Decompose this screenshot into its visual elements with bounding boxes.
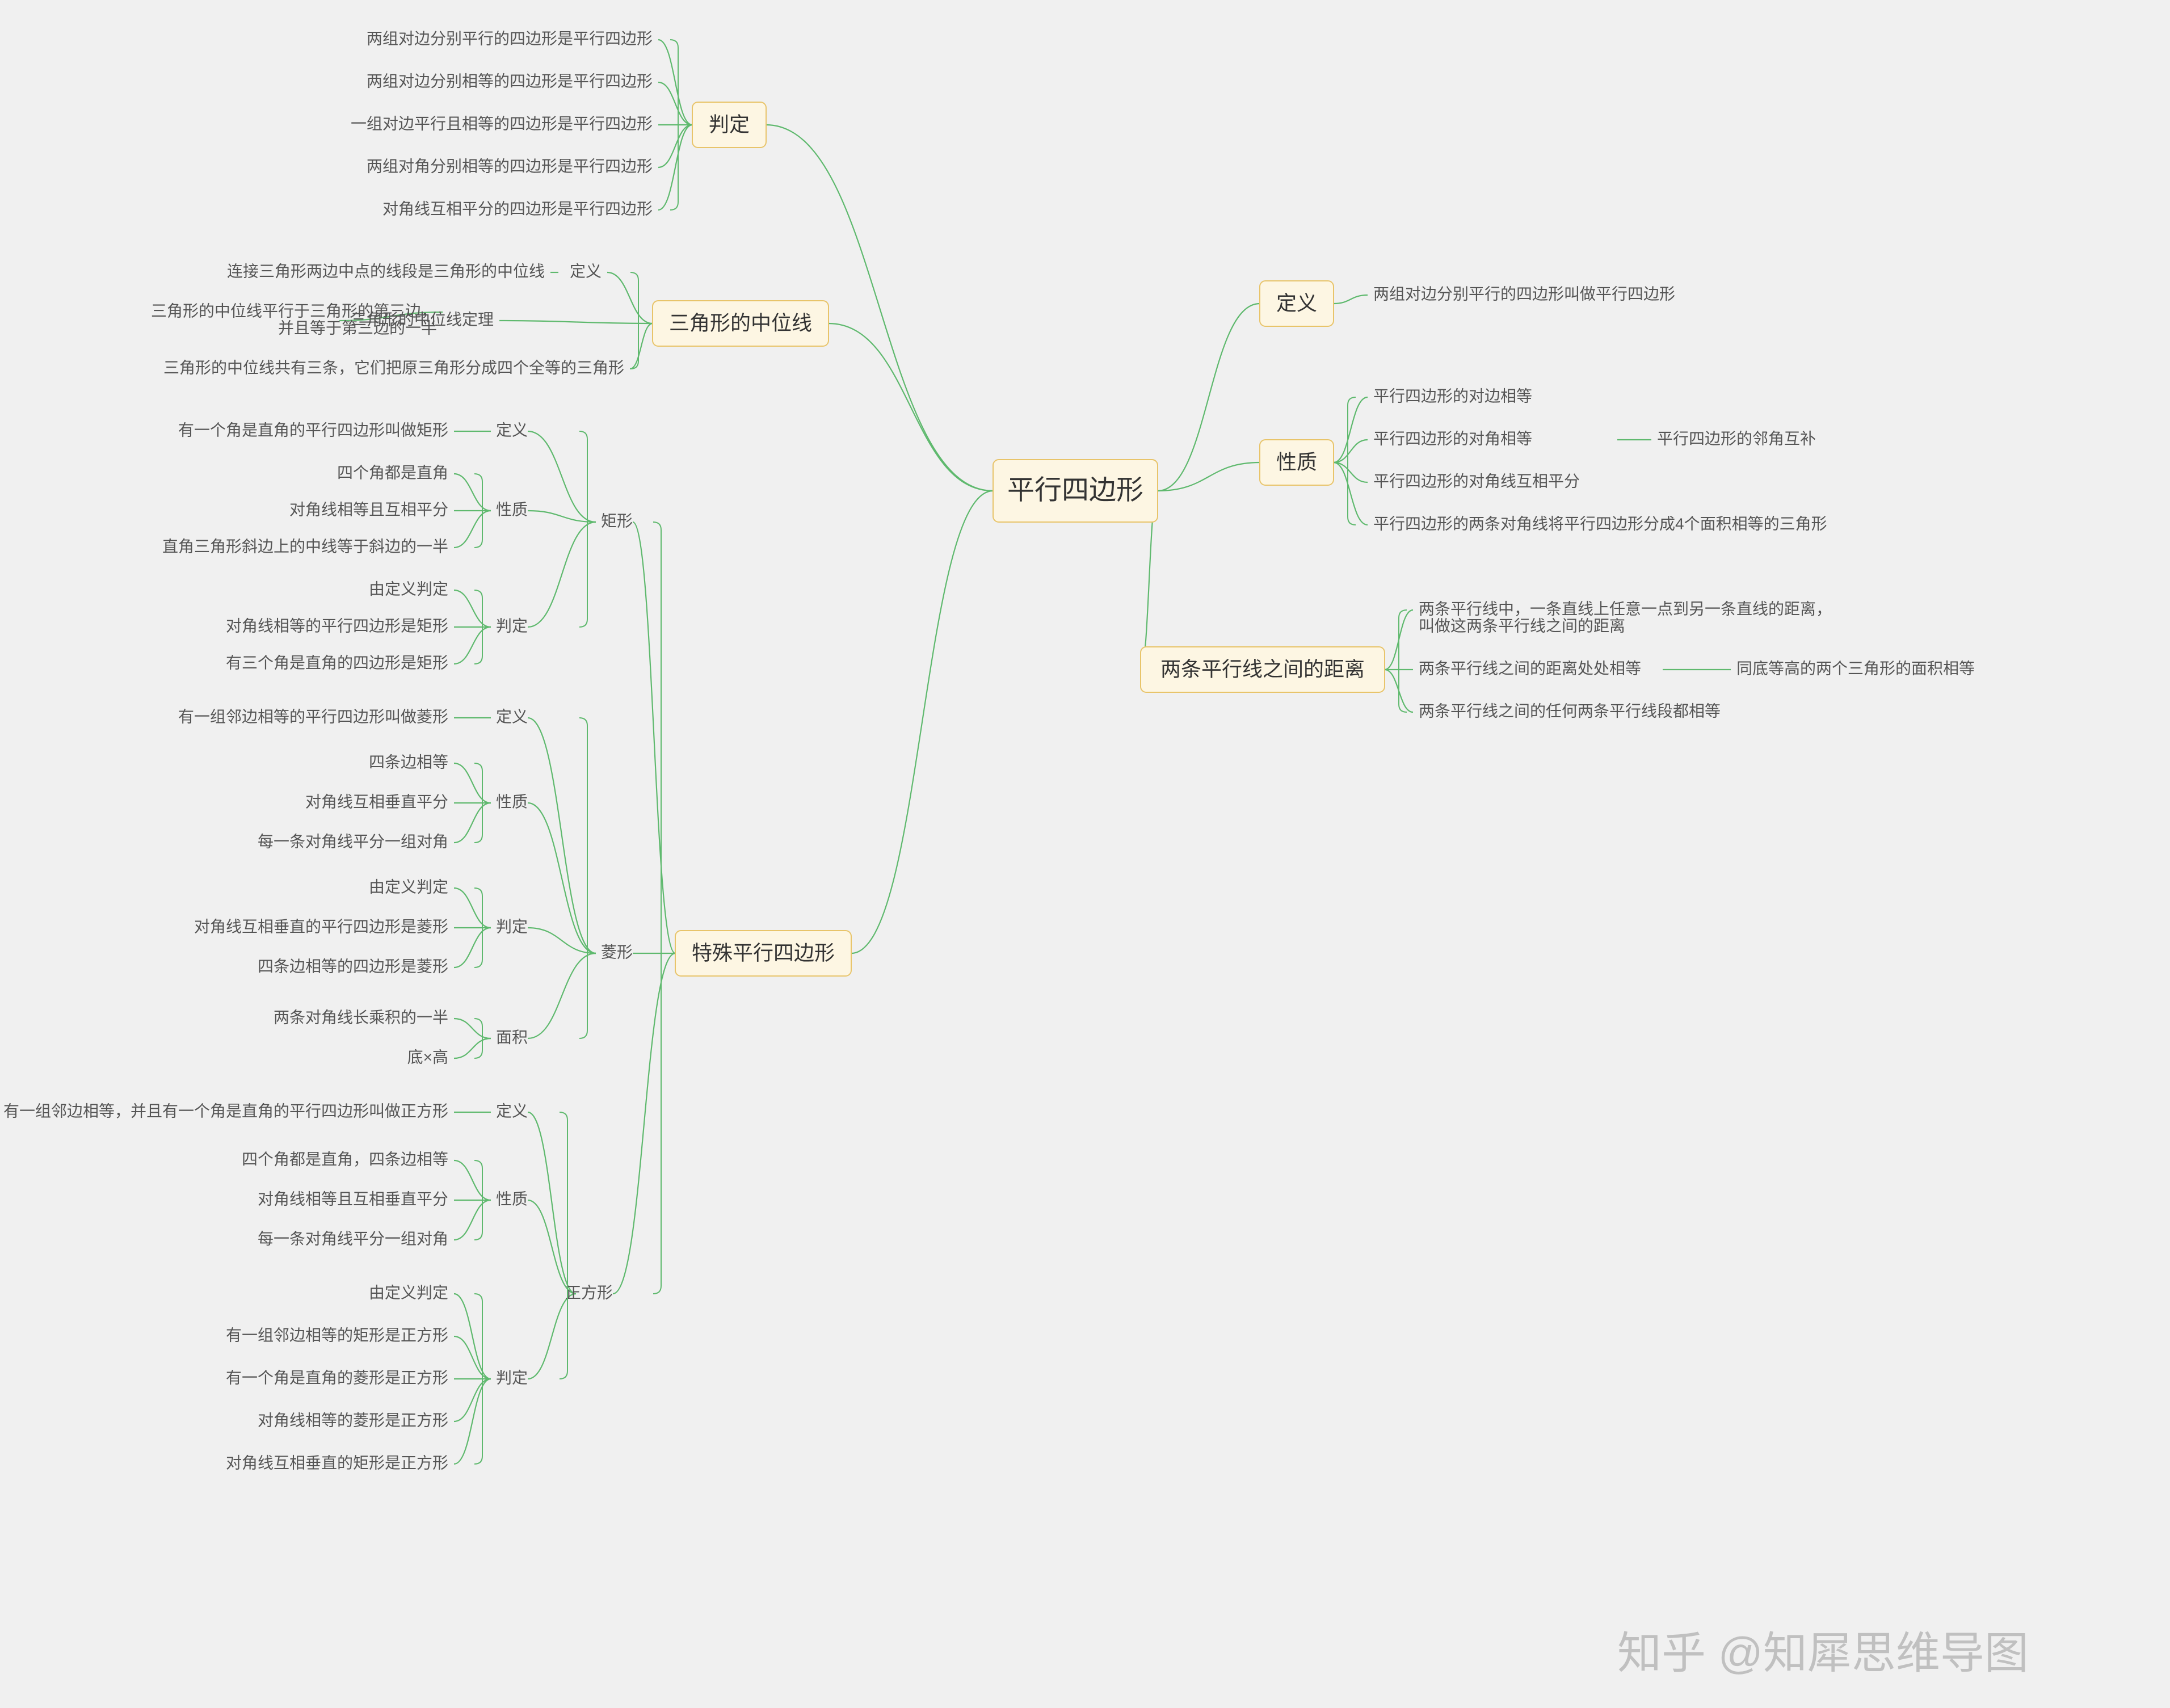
branch-definition-label: 定义 bbox=[1276, 292, 1317, 315]
leaf-distance-0: 两条平行线中，一条直线上任意一点到另一条直线的距离， bbox=[1419, 600, 1832, 617]
leaf-text: 对角线互相平分的四边形是平行四边形 bbox=[382, 200, 653, 217]
leaf-text: 由定义判定 bbox=[369, 580, 448, 598]
leaf-text: 直角三角形斜边上的中线等于斜边的一半 bbox=[162, 537, 448, 555]
leaf-text: 定义 bbox=[570, 262, 602, 280]
leaf-text: 判定 bbox=[496, 1369, 528, 1386]
leaf-text: 每一条对角线平分一组对角 bbox=[258, 832, 448, 850]
leaf-text: 对角线相等且互相垂直平分 bbox=[258, 1190, 448, 1208]
leaf-text: 有一组邻边相等，并且有一个角是直角的平行四边形叫做正方形 bbox=[3, 1102, 448, 1120]
leaf-text: 定义 bbox=[496, 708, 528, 725]
leaf-properties-0: 平行四边形的对边相等 bbox=[1373, 387, 1532, 405]
leaf-text: 判定 bbox=[496, 918, 528, 935]
leaf-text: 平行四边形的邻角互补 bbox=[1657, 430, 1816, 447]
leaf-text: 并且等于第三边的一半 bbox=[278, 319, 437, 336]
leaf-text: 两条对角线长乘积的一半 bbox=[274, 1008, 448, 1026]
leaf-text: 对角线互相垂直的矩形是正方形 bbox=[226, 1454, 448, 1471]
leaf-text: 对角线互相垂直的平行四边形是菱形 bbox=[194, 918, 448, 935]
leaf-text: 四个角都是直角 bbox=[337, 464, 448, 481]
leaf-text: 性质 bbox=[496, 793, 528, 810]
leaf-text: 每一条对角线平分一组对角 bbox=[258, 1230, 448, 1247]
leaf-text: 四条边相等的四边形是菱形 bbox=[258, 957, 448, 975]
leaf-text: 性质 bbox=[496, 1190, 528, 1208]
leaf-text: 定义 bbox=[496, 1102, 528, 1120]
branch-distance-label: 两条平行线之间的距离 bbox=[1160, 658, 1365, 681]
leaf-properties-1: 平行四边形的对角相等 bbox=[1373, 430, 1532, 447]
leaf-text: 面积 bbox=[496, 1028, 528, 1046]
leaf-text: 两组对边分别平行的四边形是平行四边形 bbox=[367, 30, 653, 47]
leaf-text: 性质 bbox=[496, 500, 528, 518]
leaf-text: 有一组邻边相等的矩形是正方形 bbox=[226, 1326, 448, 1344]
mindmap-canvas: 平行四边形定义两组对边分别平行的四边形叫做平行四边形性质平行四边形的对边相等平行… bbox=[0, 0, 2170, 1708]
leaf-text: 由定义判定 bbox=[369, 1284, 448, 1301]
leaf-text: 有一个角是直角的菱形是正方形 bbox=[226, 1369, 448, 1386]
leaf-text: 四条边相等 bbox=[369, 753, 448, 771]
leaf-distance-2: 两条平行线之间的任何两条平行线段都相等 bbox=[1419, 702, 1721, 720]
leaf-properties-3: 平行四边形的两条对角线将平行四边形分成4个面积相等的三角形 bbox=[1373, 515, 1827, 532]
leaf-text: 两组对角分别相等的四边形是平行四边形 bbox=[367, 157, 653, 175]
watermark: 知乎 @知犀思维导图 bbox=[1617, 1628, 2029, 1678]
leaf-text: 对角线相等的平行四边形是矩形 bbox=[226, 617, 448, 634]
branch-midline-label: 三角形的中位线 bbox=[669, 312, 812, 335]
leaf-properties-2: 平行四边形的对角线互相平分 bbox=[1373, 472, 1580, 490]
branch-special-label: 特殊平行四边形 bbox=[692, 941, 835, 965]
branch-properties-label: 性质 bbox=[1276, 451, 1317, 474]
leaf-text: 对角线相等且互相平分 bbox=[289, 500, 448, 518]
leaf-text: 底×高 bbox=[407, 1048, 448, 1066]
sub-square: 正方形 bbox=[565, 1284, 613, 1301]
leaf-distance-1: 两条平行线之间的距离处处相等 bbox=[1419, 659, 1641, 677]
leaf-text: 连接三角形两边中点的线段是三角形的中位线 bbox=[227, 262, 545, 280]
leaf-text: 两组对边分别相等的四边形是平行四边形 bbox=[367, 72, 653, 90]
sub-rect: 矩形 bbox=[601, 512, 633, 529]
leaf-text: 对角线相等的菱形是正方形 bbox=[258, 1411, 448, 1429]
leaf-text: 由定义判定 bbox=[369, 878, 448, 895]
leaf-text: 有一个角是直角的平行四边形叫做矩形 bbox=[178, 421, 448, 439]
leaf-text: 三角形的中位线共有三条，它们把原三角形分成四个全等的三角形 bbox=[163, 359, 624, 376]
leaf-text: 一组对边平行且相等的四边形是平行四边形 bbox=[351, 115, 653, 132]
leaf-text: 对角线互相垂直平分 bbox=[305, 793, 448, 810]
leaf-text: 判定 bbox=[496, 617, 528, 634]
sub-rhombus: 菱形 bbox=[601, 943, 633, 961]
leaf-text: 同底等高的两个三角形的面积相等 bbox=[1736, 659, 1975, 677]
leaf-text: 定义 bbox=[496, 421, 528, 439]
leaf-text: 有三个角是直角的四边形是矩形 bbox=[226, 654, 448, 671]
leaf-text: 有一组邻边相等的平行四边形叫做菱形 bbox=[178, 708, 448, 725]
root-node-label: 平行四边形 bbox=[1007, 476, 1143, 506]
branch-judgement-label: 判定 bbox=[709, 113, 750, 136]
leaf-definition-0: 两组对边分别平行的四边形叫做平行四边形 bbox=[1373, 285, 1675, 302]
leaf-text: 四个角都是直角，四条边相等 bbox=[242, 1150, 448, 1168]
leaf-text: 叫做这两条平行线之间的距离 bbox=[1419, 617, 1625, 634]
leaf-text: 三角形的中位线平行于三角形的第三边， bbox=[151, 302, 437, 319]
